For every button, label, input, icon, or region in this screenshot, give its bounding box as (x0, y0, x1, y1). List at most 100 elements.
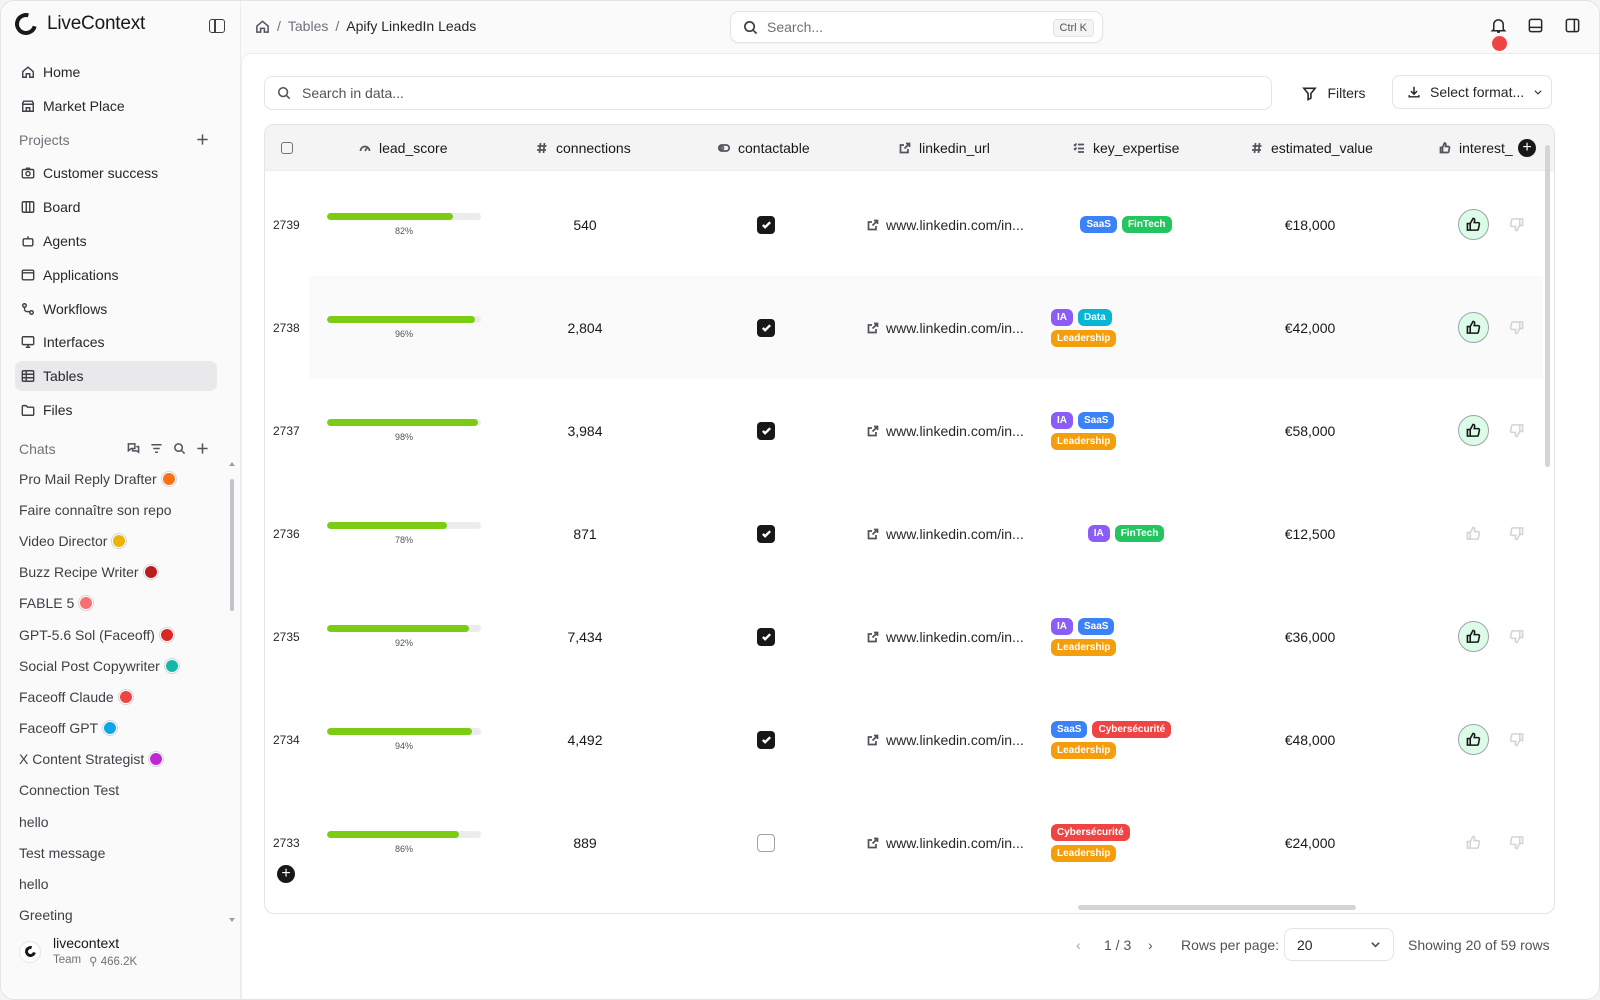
thumbs-up-button[interactable] (1458, 518, 1489, 549)
contactable-checkbox[interactable] (757, 318, 775, 337)
table-horizontal-scrollbar[interactable] (1078, 905, 1356, 910)
chat-item[interactable]: GPT-5.6 Sol (Faceoff) (15, 619, 227, 650)
contactable-checkbox[interactable] (757, 627, 775, 646)
chat-item[interactable]: Connection Test (15, 775, 227, 806)
table-row[interactable]: 2734 94% 4,492 www.linkedin.com/in... SaaS Cy… (265, 688, 1543, 791)
table-vertical-scrollbar[interactable] (1545, 145, 1550, 467)
chat-bubbles-icon[interactable] (127, 442, 140, 455)
chat-item[interactable]: Faire connaître son repo (15, 494, 227, 525)
add-column-button[interactable]: + (1518, 139, 1536, 157)
chat-item[interactable]: Pro Mail Reply Drafter (15, 463, 227, 494)
thumbs-up-button[interactable] (1458, 621, 1489, 652)
add-row-button[interactable]: + (277, 865, 295, 883)
data-search-input[interactable] (302, 85, 1202, 101)
column-header-interest[interactable]: interest_ (1439, 125, 1513, 171)
filters-button[interactable]: Filters (1290, 76, 1378, 110)
sidebar-item-tables[interactable]: Tables (15, 361, 217, 392)
contactable-checkbox[interactable] (757, 730, 775, 749)
chat-item[interactable]: Faceoff GPT (15, 713, 227, 744)
rows-per-page-select[interactable]: 20 (1284, 928, 1394, 961)
chat-item[interactable]: Greeting (15, 900, 227, 931)
add-project-icon[interactable] (196, 133, 209, 146)
column-header-linkedin-url[interactable]: linkedin_url (899, 125, 990, 171)
chat-item[interactable]: Social Post Copywriter (15, 650, 227, 681)
contactable-checkbox[interactable] (757, 833, 775, 852)
chat-item[interactable]: Faceoff Claude (15, 681, 227, 712)
sidebar-item-workflows[interactable]: Workflows (15, 294, 217, 324)
chat-item[interactable]: Buzz Recipe Writer (15, 557, 227, 588)
linkedin-url-link[interactable]: www.linkedin.com/in... (867, 585, 1024, 688)
lead-score-bar (327, 625, 481, 632)
add-chat-icon[interactable] (196, 442, 209, 455)
column-header-estimated-value[interactable]: estimated_value (1251, 125, 1373, 171)
select-all-checkbox[interactable] (281, 142, 293, 154)
linkedin-url-link[interactable]: www.linkedin.com/in... (867, 688, 1024, 791)
scroll-down-icon[interactable] (229, 918, 235, 922)
chat-item[interactable]: Video Director (15, 525, 227, 556)
panel-bottom-button[interactable] (1527, 17, 1544, 34)
table-row[interactable]: 2738 96% 2,804 www.linkedin.com/in... IA Data… (265, 276, 1543, 379)
scroll-up-icon[interactable] (229, 462, 235, 466)
thumbs-down-button[interactable] (1501, 415, 1532, 446)
thumbs-up-button[interactable] (1458, 312, 1489, 343)
brand[interactable]: LiveContext (10, 8, 145, 40)
thumbs-down-button[interactable] (1501, 518, 1532, 549)
thumbs-down-button[interactable] (1501, 312, 1532, 343)
global-search[interactable]: Ctrl K (730, 11, 1103, 43)
chat-item[interactable]: hello (15, 806, 227, 837)
linkedin-url-link[interactable]: www.linkedin.com/in... (867, 276, 1024, 379)
linkedin-url-link[interactable]: www.linkedin.com/in... (867, 791, 1024, 894)
sidebar-item-board[interactable]: Board (15, 192, 217, 222)
select-format-dropdown[interactable]: Select format... (1392, 75, 1552, 109)
breadcrumb-tables[interactable]: Tables (287, 18, 329, 34)
table-row[interactable]: 2733 86% 889 www.linkedin.com/in... Cyberséc… (265, 791, 1543, 894)
sidebar-item-home[interactable]: Home (15, 57, 217, 87)
panel-right-button[interactable] (1564, 17, 1581, 34)
next-page-button[interactable]: › (1148, 937, 1153, 953)
home-icon[interactable] (255, 19, 270, 34)
table-row[interactable]: 2736 78% 871 www.linkedin.com/in... IA FinTec… (265, 482, 1543, 585)
sidebar-item-interfaces[interactable]: Interfaces (15, 327, 217, 357)
linkedin-url-link[interactable]: www.linkedin.com/in... (867, 379, 1024, 482)
thumbs-down-button[interactable] (1501, 724, 1532, 755)
chat-item[interactable]: Test message (15, 837, 227, 868)
notifications-button[interactable] (1490, 17, 1508, 52)
thumbs-up-button[interactable] (1458, 209, 1489, 240)
table-row[interactable]: 2739 82% 540 www.linkedin.com/in... SaaS FinT… (265, 173, 1543, 276)
global-search-input[interactable] (767, 19, 1047, 35)
sidebar-item-marketplace[interactable]: Market Place (15, 91, 217, 121)
sidebar-item-files[interactable]: Files (15, 395, 217, 425)
table-row[interactable]: 2735 92% 7,434 www.linkedin.com/in... IA SaaS… (265, 585, 1543, 688)
table-row[interactable]: 2737 98% 3,984 www.linkedin.com/in... IA SaaS… (265, 379, 1543, 482)
filter-lines-icon[interactable] (150, 442, 163, 455)
previous-page-button[interactable]: ‹ (1076, 937, 1081, 953)
column-header-contactable[interactable]: contactable (718, 125, 810, 171)
contactable-checkbox[interactable] (757, 524, 775, 543)
linkedin-url-link[interactable]: www.linkedin.com/in... (867, 173, 1024, 276)
contactable-checkbox[interactable] (757, 215, 775, 234)
thumbs-up-button[interactable] (1458, 724, 1489, 755)
thumbs-down-button[interactable] (1501, 827, 1532, 858)
chat-item[interactable]: hello (15, 868, 227, 899)
linkedin-url-link[interactable]: www.linkedin.com/in... (867, 482, 1024, 585)
sidebar-toggle-icon[interactable] (209, 19, 225, 33)
thumbs-up-button[interactable] (1458, 827, 1489, 858)
lead-score-bar (327, 316, 481, 323)
contactable-checkbox[interactable] (757, 421, 775, 440)
chat-item[interactable]: X Content Strategist (15, 744, 227, 775)
search-icon[interactable] (173, 442, 186, 455)
row-id: 2737 (273, 423, 300, 438)
sidebar-item-applications[interactable]: Applications (15, 260, 217, 290)
data-search[interactable] (264, 76, 1272, 110)
thumbs-up-button[interactable] (1458, 415, 1489, 446)
user-account[interactable]: livecontext Team ⚲ 466.2K (19, 935, 137, 968)
thumbs-down-button[interactable] (1501, 209, 1532, 240)
column-header-lead-score[interactable]: lead_score (359, 125, 448, 171)
sidebar-item-agents[interactable]: Agents (15, 226, 217, 256)
sidebar-item-customer-success[interactable]: Customer success (15, 158, 217, 188)
column-header-connections[interactable]: connections (536, 125, 631, 171)
column-header-key-expertise[interactable]: key_expertise (1073, 125, 1179, 171)
thumbs-down-button[interactable] (1501, 621, 1532, 652)
chat-item[interactable]: FABLE 5 (15, 588, 227, 619)
sidebar-scrollbar[interactable] (230, 479, 234, 611)
